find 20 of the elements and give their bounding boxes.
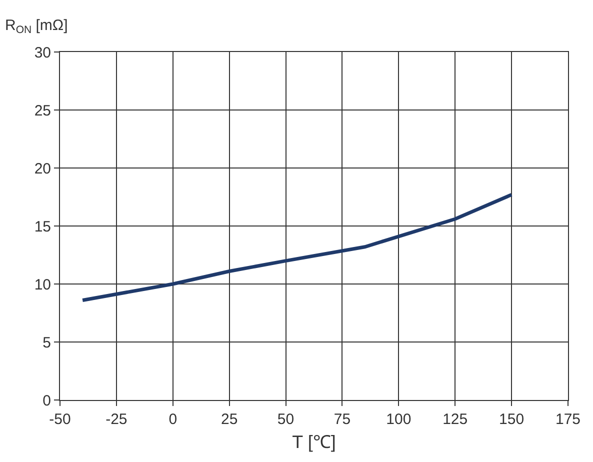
y-tick-label: 25 <box>34 102 51 120</box>
y-tick-label: 5 <box>42 334 51 352</box>
x-tick-label: 75 <box>334 411 351 428</box>
y-tick-label: 0 <box>42 392 51 410</box>
x-axis-title: T [℃] <box>292 432 336 452</box>
line-series <box>80 192 514 302</box>
x-tick-label: 175 <box>555 411 581 428</box>
x-tick-label: 50 <box>277 411 294 428</box>
x-tick-label: -50 <box>49 411 71 428</box>
x-tick-label: 25 <box>220 411 238 428</box>
x-tick-label: 0 <box>168 411 178 428</box>
y-tick-label: 10 <box>34 276 51 294</box>
x-tick-label: 150 <box>499 411 524 428</box>
x-tick-label: 100 <box>386 411 412 428</box>
x-tick-label: -25 <box>106 411 128 428</box>
y-tick-label: 20 <box>34 160 51 178</box>
x-tick-label: 125 <box>442 411 468 428</box>
y-tick-label: 30 <box>34 44 51 62</box>
y-tick-label: 15 <box>34 218 51 236</box>
y-axis-title: R$_{ON}$ [mΩ] <box>5 17 68 36</box>
